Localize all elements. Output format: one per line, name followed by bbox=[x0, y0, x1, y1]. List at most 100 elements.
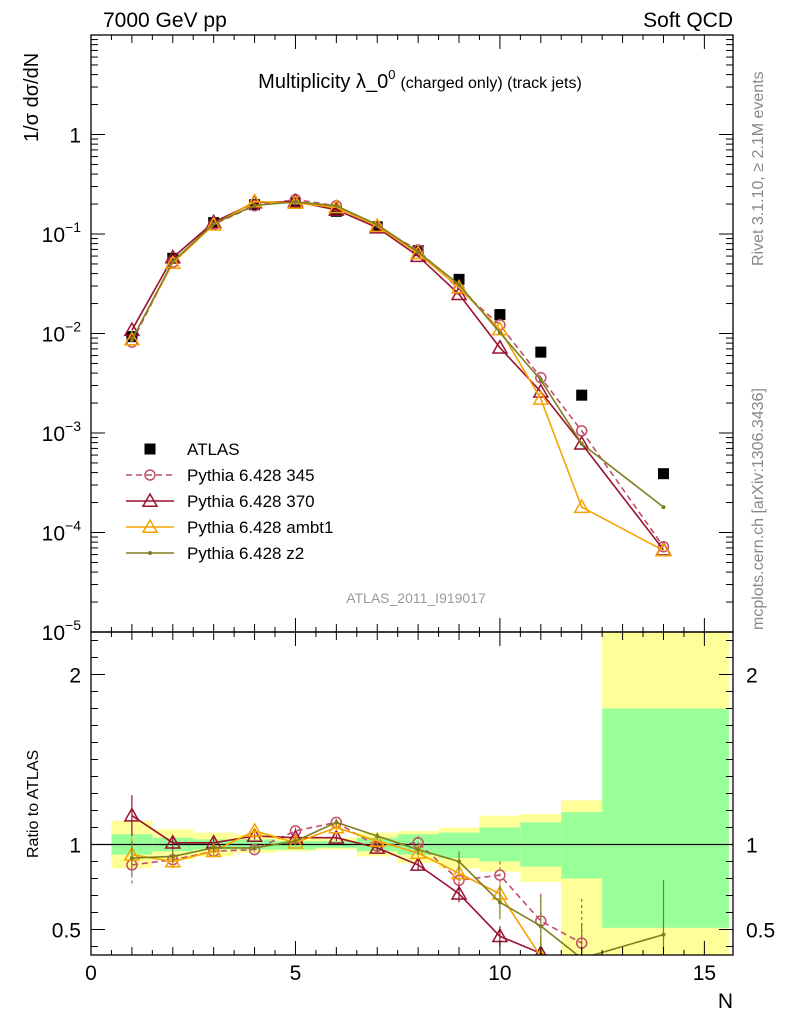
main-data-point bbox=[450, 278, 468, 294]
ratio-y-tick-label-right: 2 bbox=[746, 665, 758, 688]
main-data-point bbox=[334, 203, 339, 208]
legend-label: Pythia 6.428 345 bbox=[187, 466, 315, 485]
ratio-data-point bbox=[575, 974, 589, 986]
main-data-point bbox=[368, 217, 386, 233]
main-title: Multiplicity λ_00(charged only) (track j… bbox=[258, 67, 582, 93]
ratio-series-line bbox=[131, 826, 541, 955]
legend-item: Pythia 6.428 370 bbox=[126, 492, 315, 511]
ratio-data-point bbox=[494, 869, 506, 881]
main-data-point bbox=[657, 468, 669, 480]
ratio-data-point bbox=[575, 991, 589, 1003]
ratio-data-point bbox=[409, 844, 427, 859]
ratio-data-point bbox=[246, 827, 263, 842]
y-tick-label: 1 bbox=[69, 125, 81, 148]
ratio-band-inner bbox=[561, 812, 603, 879]
legend-label: Pythia 6.428 ambt1 bbox=[187, 518, 333, 537]
legend: ATLAS Pythia 6.428 345 Pythia 6.428 370 Pyt… bbox=[126, 440, 333, 563]
ratio-data-point bbox=[205, 842, 222, 858]
x-axis-label: N bbox=[718, 990, 733, 1013]
x-tick-label: 15 bbox=[693, 962, 716, 985]
main-data-point bbox=[661, 505, 666, 510]
main-data-point bbox=[655, 541, 672, 557]
legend-marker bbox=[144, 443, 156, 455]
main-data-point bbox=[293, 199, 298, 204]
legend-item: Pythia 6.428 ambt1 bbox=[126, 518, 333, 537]
legend-marker bbox=[141, 518, 159, 533]
ratio-data-point bbox=[123, 807, 141, 822]
ratio-data-point bbox=[170, 854, 175, 859]
ratio-data-point bbox=[252, 845, 257, 850]
ratio-uncertainty-bands bbox=[111, 632, 729, 955]
y-tick-label: 10−5 bbox=[42, 617, 82, 645]
y-tick-label: 10−3 bbox=[42, 418, 82, 446]
mcplots-label: mcplots.cern.ch [arXiv:1306.3436] bbox=[750, 388, 767, 630]
main-data-point bbox=[491, 339, 509, 354]
ratio-series-3 bbox=[129, 819, 666, 955]
y-tick-label: 10−1 bbox=[42, 219, 82, 247]
main-data-point bbox=[205, 216, 222, 231]
header-right: Soft QCD bbox=[643, 9, 733, 32]
ratio-series-layer bbox=[91, 795, 733, 1003]
ratio-data-point bbox=[293, 839, 298, 844]
ratio-series-1 bbox=[123, 795, 589, 986]
ratio-data-point bbox=[164, 834, 182, 849]
y-tick-label: 10−2 bbox=[42, 319, 82, 347]
main-data-point bbox=[328, 198, 345, 214]
ratio-data-point bbox=[409, 856, 427, 871]
ratio-data-point bbox=[416, 847, 421, 852]
ratio-band-inner bbox=[602, 708, 729, 928]
ratio-data-point bbox=[328, 818, 345, 834]
main-data-point bbox=[579, 441, 584, 446]
ratio-data-point bbox=[334, 820, 339, 825]
ratio-data-point bbox=[450, 885, 468, 900]
x-tick-label: 10 bbox=[488, 962, 511, 985]
main-data-point bbox=[164, 254, 182, 270]
main-data-point bbox=[573, 435, 590, 450]
ratio-y-tick-label: 2 bbox=[69, 665, 81, 688]
main-series-layer bbox=[123, 193, 672, 557]
main-plot-frame bbox=[90, 34, 734, 633]
main-data-point bbox=[416, 249, 421, 254]
main-data-point bbox=[532, 390, 550, 405]
ratio-data-point bbox=[246, 822, 263, 837]
main-data-point bbox=[494, 309, 506, 321]
main-data-point bbox=[573, 498, 590, 514]
legend-label: Pythia 6.428 370 bbox=[187, 492, 315, 511]
x-tick-label: 5 bbox=[290, 962, 302, 985]
watermark: ATLAS_2011_I919017 bbox=[346, 590, 486, 606]
ratio-data-point bbox=[450, 864, 468, 880]
legend-label: Pythia 6.428 z2 bbox=[187, 544, 304, 563]
ratio-data-point bbox=[164, 852, 182, 868]
main-data-point bbox=[129, 338, 134, 343]
main-data-point bbox=[497, 330, 502, 335]
header-left: 7000 GeV pp bbox=[103, 9, 227, 32]
legend-marker bbox=[144, 469, 156, 481]
legend-item: Pythia 6.428 345 bbox=[126, 466, 315, 485]
legend-item: Pythia 6.428 z2 bbox=[126, 544, 304, 563]
main-data-point bbox=[170, 259, 175, 264]
main-data-point bbox=[123, 321, 141, 337]
ratio-data-point bbox=[497, 900, 502, 905]
ratio-y-tick-label-right: 1 bbox=[746, 835, 758, 858]
ratio-data-point bbox=[211, 845, 216, 850]
ratio-series-line bbox=[131, 814, 545, 955]
ratio-data-point bbox=[538, 924, 543, 929]
main-data-point bbox=[375, 222, 380, 227]
main-data-point bbox=[409, 244, 427, 260]
ratio-data-point bbox=[661, 932, 666, 937]
main-data-point bbox=[252, 203, 257, 208]
ratio-y-tick-label-right: 0.5 bbox=[746, 920, 775, 943]
main-y-axis-label: 1/σ dσ/dN bbox=[21, 53, 43, 142]
main-series-line bbox=[131, 201, 664, 508]
y-tick-label: 10−4 bbox=[42, 518, 82, 546]
legend-marker bbox=[148, 551, 152, 555]
x-tick-label: 0 bbox=[85, 962, 97, 985]
ratio-y-tick-label: 0.5 bbox=[52, 920, 81, 943]
main-series-4 bbox=[129, 199, 666, 510]
main-data-point bbox=[535, 371, 547, 384]
axes-layer: 0 5 10 15 10−5 10−4 10−3 10−2 10−1 1 0.5 0.5 1 1 2 2 bbox=[42, 34, 775, 985]
ratio-y-axis-label: Ratio to ATLAS bbox=[25, 750, 42, 858]
ratio-data-point bbox=[328, 829, 345, 844]
legend-item: ATLAS bbox=[144, 440, 240, 459]
ratio-data-point bbox=[129, 856, 134, 861]
